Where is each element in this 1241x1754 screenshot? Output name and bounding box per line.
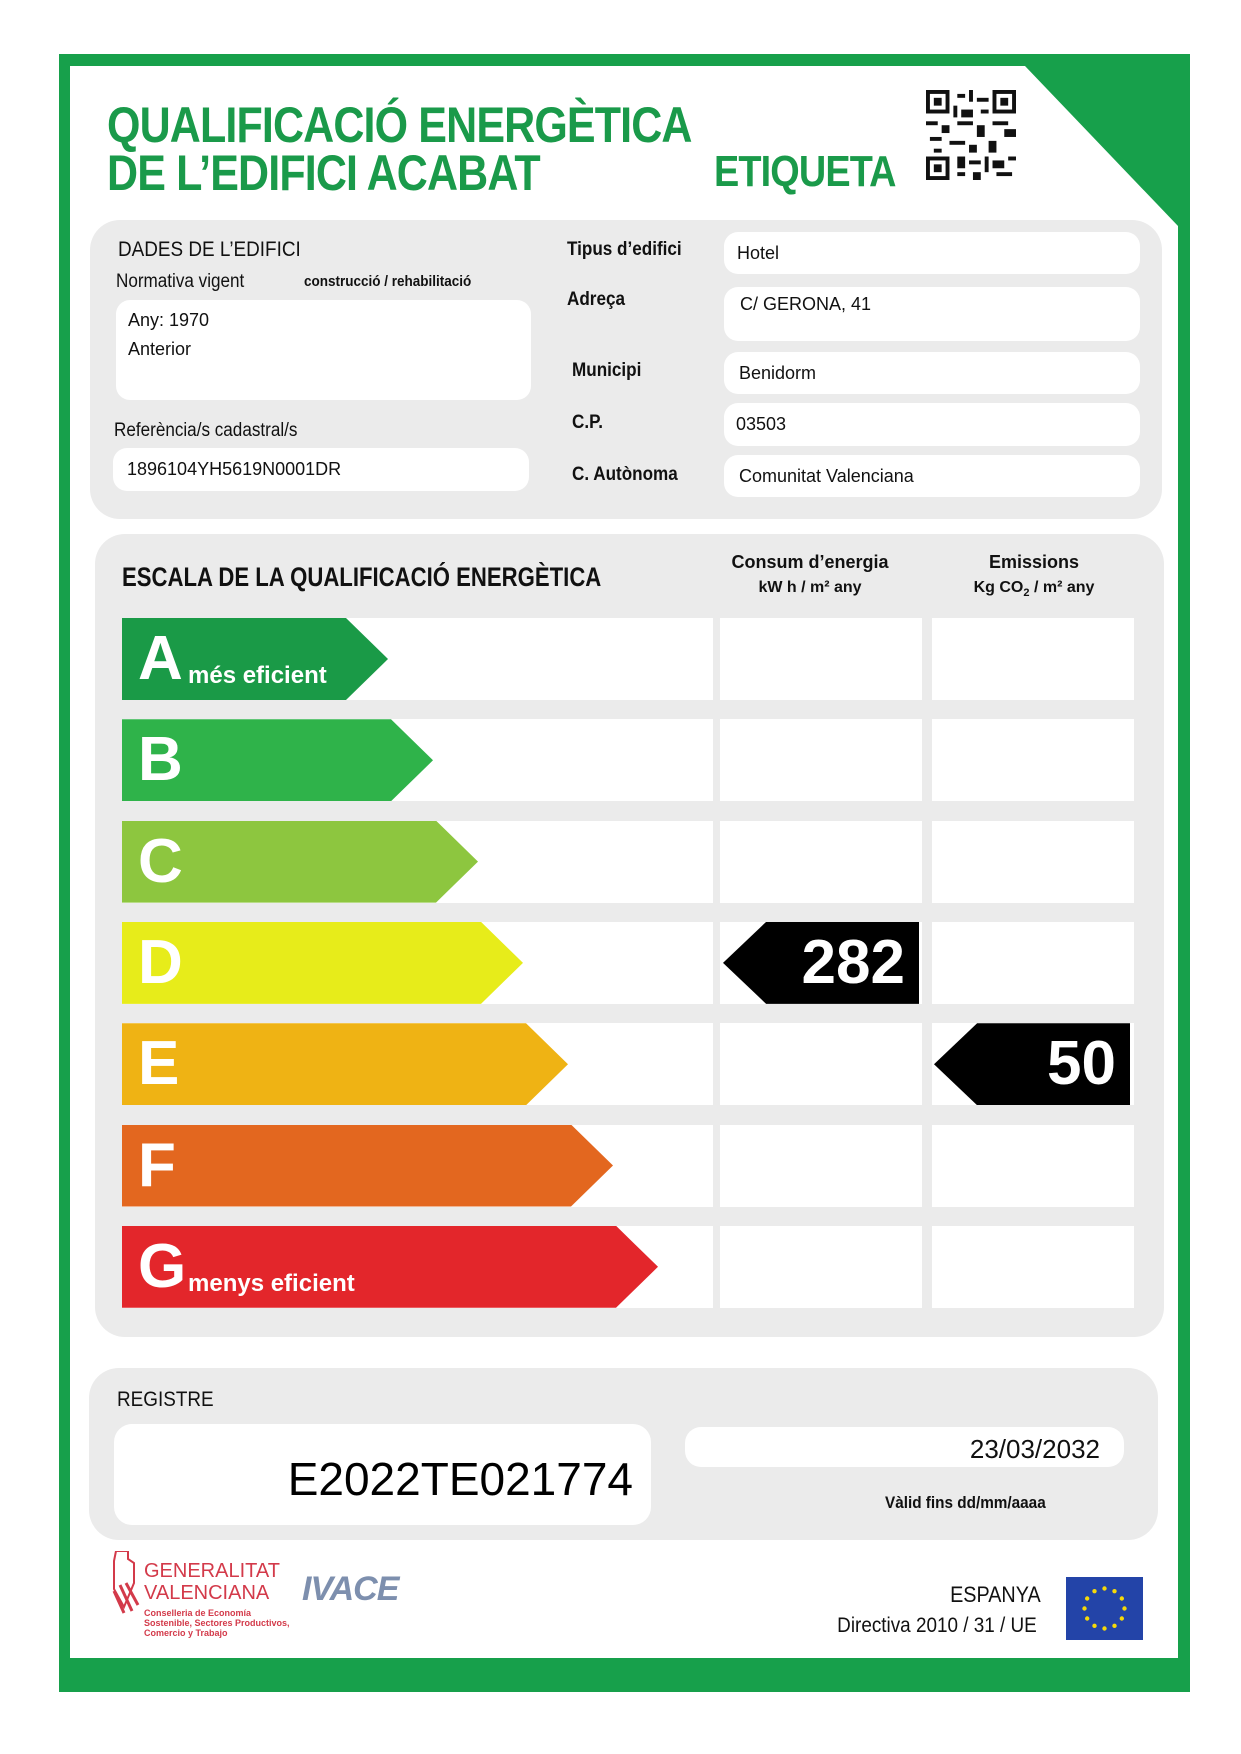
consum-cell-b (720, 719, 922, 802)
qr-code-icon (926, 90, 1016, 180)
consum-indicator: 282 (723, 921, 919, 1004)
eu-star (1119, 1616, 1125, 1621)
rating-bar-c: C (122, 821, 478, 903)
rating-sublabel: menys eficient (188, 1269, 355, 1297)
consum-cell-g (720, 1225, 922, 1308)
consum-cell-e (720, 1023, 922, 1106)
eu-star (1102, 1586, 1107, 1591)
field-label-comunitat: C. Autònoma (572, 464, 678, 485)
ivace-logo: IVACE (302, 1570, 399, 1608)
field-label-tipus: Tipus d’edifici (567, 239, 682, 260)
consum-cell-c (720, 820, 922, 903)
field-box-adreca: C/ GERONA, 41 (724, 287, 1140, 341)
field-box-cp: 03503 (724, 403, 1140, 446)
eu-star (1112, 1588, 1117, 1594)
rating-bar-f: F (122, 1125, 613, 1207)
emissions-unit: Kg CO2 / m² any (973, 579, 1095, 600)
consum-cell-f (720, 1124, 922, 1207)
rating-letter: F (138, 1130, 176, 1200)
scale-title: ESCALA DE LA QUALIFICACIÓ ENERGÈTICA (122, 562, 602, 592)
emissions-header: Emissions Kg CO2 / m² any (934, 552, 1134, 599)
rating-letter: A (138, 624, 183, 693)
rating-letter: B (138, 725, 183, 795)
etiqueta-label: ETIQUETA (714, 147, 896, 196)
emissions-indicator: 50 (934, 1023, 1130, 1106)
directive-label: Directiva 2010 / 31 / UE (837, 1614, 1037, 1637)
emissions-cell-b (932, 719, 1134, 802)
consum-unit: kW h / m² any (758, 579, 862, 596)
rating-letter: E (138, 1029, 180, 1099)
field-value-tipus: Hotel (737, 243, 780, 263)
rating-letter: D (138, 927, 183, 997)
generalitat-logo: GENERALITAT VALENCIANA Conselleria de Eco… (144, 1560, 290, 1638)
emissions-cell-a (932, 618, 1134, 700)
normativa-value: Anterior (128, 339, 192, 359)
eu-star (1119, 1596, 1125, 1601)
normativa-sub-label: construcció / rehabilitació (304, 273, 472, 290)
normativa-label: Normativa vigent (116, 271, 245, 292)
eu-star (1092, 1588, 1097, 1594)
eu-star (1092, 1623, 1097, 1629)
field-value-adreca: C/ GERONA, 41 (740, 294, 872, 314)
title-line1: QUALIFICACIÓ ENERGÈTICA (107, 97, 692, 153)
rating-sublabel: més eficient (188, 662, 327, 689)
field-value-municipi: Benidorm (739, 363, 817, 383)
cadastral-value: 1896104YH5619N0001DR (127, 459, 342, 479)
valid-date: 23/03/2032 (969, 1434, 1100, 1464)
rating-bar-b: B (122, 719, 433, 801)
field-value-cp: 03503 (736, 414, 787, 434)
registre-title: REGISTRE (117, 1388, 214, 1411)
rating-bar-e: E (122, 1023, 568, 1105)
eu-star (1102, 1626, 1107, 1631)
field-box-tipus: Hotel (724, 232, 1140, 274)
emissions-cell-f (932, 1124, 1134, 1207)
field-box-comunitat: Comunitat Valenciana (724, 455, 1140, 497)
consum-header-label: Consum d’energia (731, 552, 889, 572)
field-box-municipi: Benidorm (724, 352, 1140, 394)
rating-bar-d: D (122, 922, 523, 1004)
title-line2: DE L’EDIFICI ACABAT (107, 145, 541, 201)
rating-letter: G (138, 1231, 187, 1301)
valid-label: Vàlid fins dd/mm/aaaa (885, 1493, 1046, 1512)
field-label-adreca: Adreça (567, 289, 625, 310)
cadastral-label: Referència/s cadastral/s (114, 420, 298, 441)
valid-date-box: 23/03/2032 (685, 1427, 1124, 1467)
country-label: ESPANYA (950, 1582, 1041, 1607)
emissions-header-label: Emissions (988, 552, 1080, 572)
emissions-cell-c (932, 820, 1134, 903)
emissions-cell-d (932, 921, 1134, 1004)
normativa-box: Any: 1970 Anterior (116, 300, 531, 400)
consum-cell-a (720, 618, 922, 700)
building-section-title: DADES DE L’EDIFICI (118, 238, 301, 261)
emissions-cell-g (932, 1225, 1134, 1308)
field-label-cp: C.P. (572, 412, 604, 433)
eu-flag-icon (1066, 1577, 1143, 1640)
field-label-municipi: Municipi (572, 360, 642, 381)
registre-code-box: E2022TE021774 (114, 1424, 651, 1525)
eu-star (1112, 1623, 1117, 1629)
consum-header: Consum d’energia kW h / m² any (720, 552, 900, 597)
rating-letter: C (138, 826, 183, 896)
eu-star (1084, 1616, 1090, 1621)
eu-star (1122, 1606, 1127, 1611)
cadastral-box: 1896104YH5619N0001DR (113, 448, 529, 491)
eu-star (1082, 1606, 1087, 1611)
eu-star (1084, 1596, 1090, 1601)
year-value: Any: 1970 (128, 310, 210, 330)
generalitat-shield-icon (112, 1551, 140, 1614)
field-value-comunitat: Comunitat Valenciana (739, 466, 914, 486)
registre-code: E2022TE021774 (287, 1453, 633, 1505)
